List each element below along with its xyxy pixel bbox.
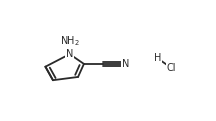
Text: N: N [66,49,73,59]
Text: Cl: Cl [166,63,176,73]
Text: H: H [154,53,161,63]
Text: NH$_2$: NH$_2$ [60,34,80,48]
Text: N: N [122,59,129,69]
